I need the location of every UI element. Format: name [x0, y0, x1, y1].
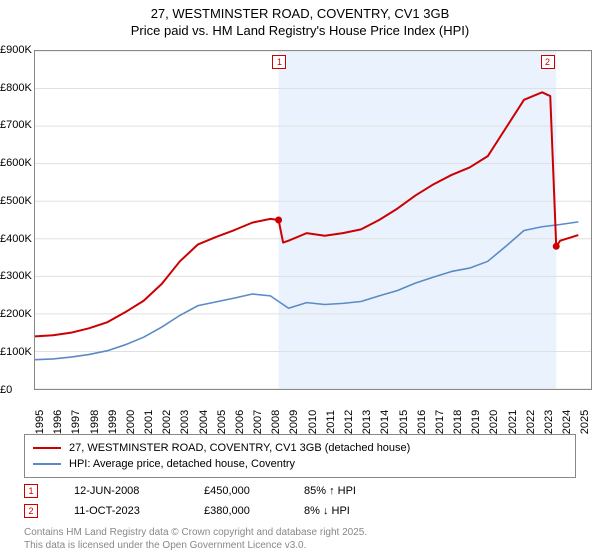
sales-list: 1 12-JUN-2008£450,00085% ↑ HPI 2 11-OCT-202…	[0, 484, 600, 518]
x-tick-label: 1995	[34, 410, 46, 434]
x-tick-label: 2025	[579, 410, 591, 434]
legend-swatch	[33, 447, 61, 449]
chart-area: £0 £100K £200K £300K £400K £500K £600K £700K £80…	[0, 42, 600, 432]
legend: 27, WESTMINSTER ROAD, COVENTRY, CV1 3GB …	[24, 434, 576, 478]
x-tick-label: 2002	[161, 410, 173, 434]
y-tick-label: £300K	[0, 270, 32, 282]
x-tick-label: 2004	[198, 410, 210, 434]
sale-row-marker: 2	[24, 504, 38, 518]
sale-marker-label-2: 2	[541, 55, 555, 69]
x-tick-label: 1998	[89, 410, 101, 434]
sale-delta: 85% ↑ HPI	[304, 485, 356, 497]
legend-label: HPI: Average price, detached house, Cove…	[69, 458, 295, 470]
chart-title-block: 27, WESTMINSTER ROAD, COVENTRY, CV1 3GB …	[0, 0, 600, 42]
credits-line-2: This data is licensed under the Open Gov…	[24, 539, 576, 552]
y-tick-label: £200K	[0, 308, 32, 320]
x-tick-label: 2017	[434, 410, 446, 434]
x-tick-label: 2021	[507, 410, 519, 434]
y-tick-label: £600K	[0, 157, 32, 169]
x-tick-label: 2005	[216, 410, 228, 434]
x-tick-label: 2016	[416, 410, 428, 434]
x-tick-label: 2022	[525, 410, 537, 434]
y-tick-label: £400K	[0, 233, 32, 245]
credits-line-1: Contains HM Land Registry data © Crown c…	[24, 526, 576, 539]
x-tick-label: 2024	[561, 410, 573, 434]
x-tick-label: 2020	[488, 410, 500, 434]
plot-svg	[35, 51, 591, 389]
x-tick-label: 2003	[179, 410, 191, 434]
legend-label: 27, WESTMINSTER ROAD, COVENTRY, CV1 3GB …	[69, 442, 410, 454]
sale-price: £450,000	[204, 485, 304, 497]
x-tick-label: 2015	[398, 410, 410, 434]
x-axis-labels: 1995 1996 1997 1998 1999 2000 2001 2002 2003 2004…	[34, 394, 592, 434]
legend-item: 27, WESTMINSTER ROAD, COVENTRY, CV1 3GB …	[33, 440, 567, 456]
x-tick-label: 2014	[379, 410, 391, 434]
x-tick-label: 2008	[270, 410, 282, 434]
legend-swatch	[33, 463, 61, 465]
x-tick-label: 2009	[288, 410, 300, 434]
y-tick-label: £500K	[0, 195, 32, 207]
x-tick-label: 2006	[234, 410, 246, 434]
x-tick-label: 2019	[470, 410, 482, 434]
x-tick-label: 1999	[107, 410, 119, 434]
x-tick-label: 2023	[543, 410, 555, 434]
sale-date: 11-OCT-2023	[74, 505, 204, 517]
y-axis-labels: £0£100K£200K£300K£400K£500K£600K£700K£80…	[0, 50, 34, 390]
sale-row: 2 11-OCT-2023£380,0008% ↓ HPI	[24, 504, 576, 518]
y-tick-label: £900K	[0, 44, 32, 56]
sale-price: £380,000	[204, 505, 304, 517]
y-tick-label: £100K	[0, 346, 32, 358]
sale-point-marker	[275, 216, 282, 223]
y-tick-label: £0	[0, 384, 12, 396]
plot-area: 12	[34, 50, 592, 390]
x-tick-label: 2018	[452, 410, 464, 434]
title-line-1: 27, WESTMINSTER ROAD, COVENTRY, CV1 3GB	[0, 6, 600, 23]
sale-row-marker: 1	[24, 484, 38, 498]
legend-item: HPI: Average price, detached house, Cove…	[33, 456, 567, 472]
sale-delta: 8% ↓ HPI	[304, 505, 350, 517]
x-tick-label: 2010	[307, 410, 319, 434]
x-tick-label: 1997	[70, 410, 82, 434]
x-tick-label: 2012	[343, 410, 355, 434]
x-tick-label: 2007	[252, 410, 264, 434]
x-tick-label: 2000	[125, 410, 137, 434]
sale-row: 1 12-JUN-2008£450,00085% ↑ HPI	[24, 484, 576, 498]
x-tick-label: 2001	[143, 410, 155, 434]
sale-point-marker	[553, 243, 560, 250]
title-line-2: Price paid vs. HM Land Registry's House …	[0, 23, 600, 40]
x-tick-label: 1996	[52, 410, 64, 434]
x-tick-label: 2013	[361, 410, 373, 434]
y-tick-label: £800K	[0, 82, 32, 94]
x-tick-label: 2011	[325, 410, 337, 434]
shaded-ownership-band	[279, 51, 557, 389]
sale-date: 12-JUN-2008	[74, 485, 204, 497]
sale-marker-label-1: 1	[272, 55, 286, 69]
credits: Contains HM Land Registry data © Crown c…	[24, 526, 576, 552]
y-tick-label: £700K	[0, 119, 32, 131]
